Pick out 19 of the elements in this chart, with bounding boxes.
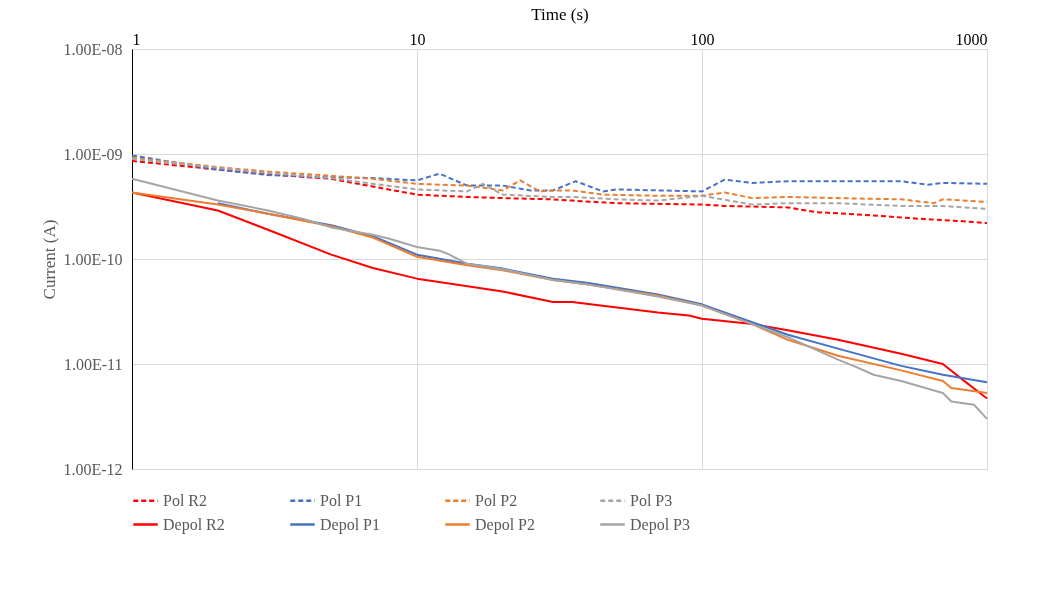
legend-label: Depol P1 — [320, 515, 380, 534]
x-tick-label: 1000 — [955, 30, 988, 48]
legend-label: Pol R2 — [163, 491, 208, 509]
legend-label: Pol P1 — [320, 491, 363, 509]
x-tick-label: 100 — [690, 30, 715, 48]
x-tick-label: 10 — [409, 30, 426, 48]
legend-label: Depol P3 — [630, 515, 690, 534]
y-tick-label: 1.00E-09 — [63, 145, 123, 163]
x-axis-title: Time (s) — [531, 4, 589, 24]
legend-label: Depol P2 — [475, 515, 535, 534]
y-axis-title: Current (A) — [40, 219, 60, 300]
legend-label: Pol P2 — [475, 491, 518, 509]
x-tick-label: 1 — [132, 30, 141, 48]
y-tick-label: 1.00E-12 — [63, 460, 123, 478]
y-tick-label: 1.00E-11 — [63, 355, 123, 373]
legend-label: Depol R2 — [163, 515, 225, 534]
y-tick-label: 1.00E-08 — [63, 40, 123, 58]
y-tick-label: 1.00E-10 — [63, 250, 123, 268]
legend-label: Pol P3 — [630, 491, 673, 509]
